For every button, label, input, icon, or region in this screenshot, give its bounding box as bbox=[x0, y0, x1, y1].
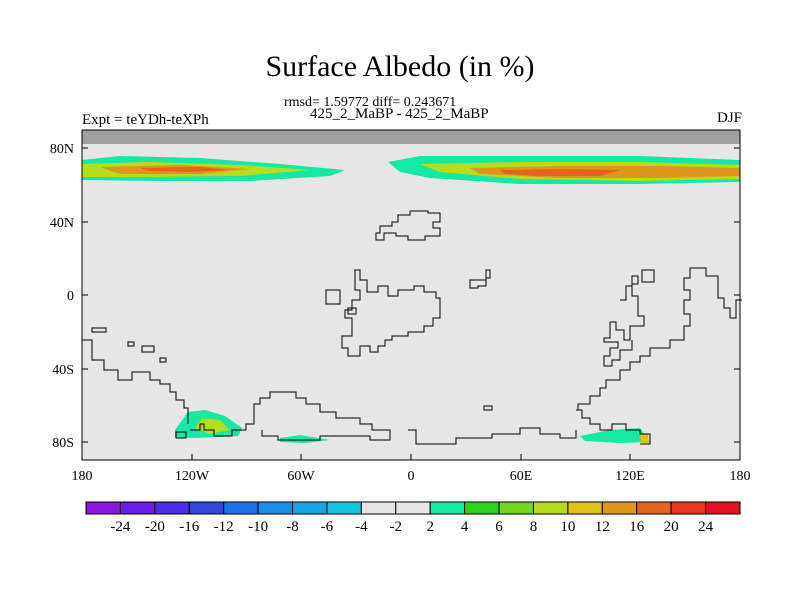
colorbar-label: 24 bbox=[698, 519, 714, 535]
colorbar-label: 8 bbox=[530, 519, 538, 535]
antarctic-central-patch bbox=[280, 435, 330, 443]
colorbar-label: -24 bbox=[110, 519, 130, 535]
colorbar-label: 12 bbox=[595, 519, 610, 535]
experiment-label: Expt = teYDh-teXPh bbox=[82, 112, 209, 128]
lon-label: 60W bbox=[287, 469, 315, 484]
colorbar-label: 10 bbox=[560, 519, 575, 535]
colorbar-swatch bbox=[223, 501, 259, 515]
lon-label: 180 bbox=[72, 469, 93, 484]
colorbar-label: -8 bbox=[286, 519, 299, 535]
colorbar-label: 6 bbox=[495, 519, 503, 535]
north-america-band-peak bbox=[140, 167, 230, 172]
plot-subtitle: 425_2_MaBP - 425_2_MaBP bbox=[310, 106, 489, 122]
lon-label: 120W bbox=[175, 469, 210, 484]
colorbar-swatch bbox=[119, 501, 156, 515]
arabia-island bbox=[325, 289, 341, 305]
lon-label: 60E bbox=[510, 469, 533, 484]
colorbar-swatch bbox=[601, 501, 638, 515]
axis-ticks bbox=[82, 147, 740, 460]
lat-label: 40N bbox=[50, 216, 74, 231]
coastlines bbox=[82, 210, 742, 445]
colorbar-swatch bbox=[498, 501, 534, 515]
stats-label: rmsd= 1.59772 diff= 0.243671 bbox=[284, 95, 457, 110]
missing-data-band bbox=[82, 130, 740, 144]
lat-label: 80S bbox=[52, 436, 74, 451]
colorbar-swatch bbox=[292, 501, 328, 515]
colorbar-label: -20 bbox=[145, 519, 165, 535]
colorbar-swatch bbox=[360, 501, 397, 515]
antarctica-west-coast bbox=[175, 391, 391, 441]
plot-title: Surface Albedo (in %) bbox=[265, 50, 535, 83]
colorbar-swatch bbox=[429, 501, 466, 515]
colorbar-label: -4 bbox=[355, 519, 368, 535]
lat-label: 0 bbox=[67, 289, 74, 304]
colorbar-swatch bbox=[85, 501, 121, 515]
indian-island bbox=[469, 269, 491, 289]
colorbar-swatch bbox=[636, 501, 672, 515]
colorbar-swatch bbox=[532, 501, 569, 515]
asia-coast bbox=[576, 267, 742, 411]
colorbar-swatch bbox=[670, 501, 707, 515]
colorbar-swatch bbox=[188, 501, 225, 515]
colorbar-label: -6 bbox=[321, 519, 334, 535]
colorbar-label: -10 bbox=[248, 519, 268, 535]
south-america-coast bbox=[82, 339, 189, 424]
australia-coast bbox=[576, 409, 651, 445]
lat-label: 80N bbox=[50, 142, 74, 157]
europe-coast bbox=[375, 210, 441, 241]
colorbar-label: 4 bbox=[461, 519, 469, 535]
map-background bbox=[82, 130, 740, 460]
colorbar-swatch bbox=[154, 501, 190, 515]
eurasia-band-peak bbox=[500, 169, 620, 176]
africa-coast bbox=[341, 269, 441, 357]
colorbar-swatch bbox=[257, 501, 294, 515]
lon-label: 0 bbox=[408, 469, 415, 484]
caribbean-islands bbox=[91, 327, 167, 363]
colorbar-swatch bbox=[395, 501, 431, 515]
colorbar-label: -16 bbox=[179, 519, 199, 535]
lon-label: 120E bbox=[615, 469, 645, 484]
atlantic-island bbox=[347, 307, 357, 315]
colorbar-swatch bbox=[326, 501, 362, 515]
antarctic-east-patch bbox=[580, 428, 650, 443]
colorbar-swatch bbox=[705, 501, 741, 515]
colorbar-swatch bbox=[567, 501, 603, 515]
albedo-anomaly-regions bbox=[82, 156, 740, 443]
colorbar-label: 16 bbox=[629, 519, 645, 535]
lat-label: 40S bbox=[52, 363, 74, 378]
southeast-asia-coast bbox=[603, 275, 645, 367]
season-label: DJF bbox=[716, 110, 742, 126]
south-ocean-island bbox=[483, 405, 493, 411]
antarctic-east-patch-core bbox=[640, 434, 649, 443]
colorbar-label: -12 bbox=[214, 519, 234, 535]
colorbar: -24 -20 -16 -12 -10 -8 -6 -4 -2 2 4 6 8 10 12 16 20 24 bbox=[85, 501, 741, 535]
longitude-labels: 180 120W 60W 0 60E 120E 180 bbox=[72, 469, 751, 484]
colorbar-label: 20 bbox=[664, 519, 679, 535]
colorbar-label: 2 bbox=[426, 519, 434, 535]
colorbar-label: -2 bbox=[390, 519, 403, 535]
latitude-labels: 80N 40N 0 40S 80S bbox=[50, 142, 74, 451]
lon-label: 180 bbox=[730, 469, 751, 484]
colorbar-swatch bbox=[464, 501, 500, 515]
japan-island bbox=[641, 269, 655, 283]
antarctica-east-coast bbox=[408, 427, 577, 445]
